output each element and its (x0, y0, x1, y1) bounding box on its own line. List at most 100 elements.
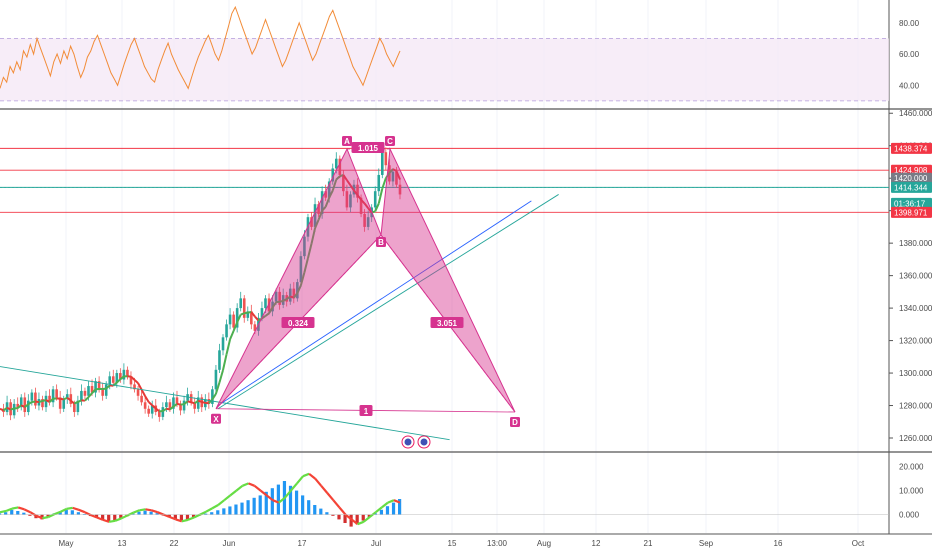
candle-body (140, 396, 143, 402)
rsi-tick-label: 40.00 (899, 81, 920, 90)
candle-body (34, 393, 37, 406)
trend-ma-segment (188, 401, 192, 402)
trend-ma-segment (244, 313, 248, 314)
event-icon-core (421, 439, 428, 446)
price-level-tag-label: 1438.374 (894, 144, 928, 153)
trend-ma-segment (198, 401, 202, 402)
trend-ma-segment (166, 409, 170, 410)
oscillator-wave-segment (0, 511, 6, 512)
trend-ma-segment (42, 400, 46, 401)
candle-body (239, 298, 242, 308)
candle-body (264, 298, 267, 308)
histogram-bar (259, 495, 262, 514)
x-tick-label: Jun (223, 539, 236, 548)
price-tick-label: 1460.000 (899, 109, 932, 118)
x-tick-label: 13 (118, 539, 127, 548)
histogram-bar (150, 512, 153, 515)
x-tick-label: 22 (170, 539, 179, 548)
histogram-bar (77, 512, 80, 514)
x-tick-label: May (58, 539, 73, 548)
candle-body (222, 337, 225, 350)
histogram-bar (137, 512, 140, 515)
trend-ma-segment (11, 408, 15, 409)
histogram-bar (277, 485, 280, 515)
rsi-band (0, 38, 889, 101)
candle-body (232, 315, 235, 328)
candle-body (137, 389, 140, 395)
histogram-bar (313, 505, 316, 515)
price-tick-label: 1340.000 (899, 304, 932, 313)
trend-ma-segment (60, 399, 64, 400)
x-tick-label: 15 (448, 539, 457, 548)
harmonic-point-label: D (512, 418, 518, 427)
price-level-tag-label: 1414.344 (894, 183, 928, 192)
harmonic-ratio-label: 3.051 (437, 319, 458, 328)
harmonic-ratio-label: 1 (364, 407, 369, 416)
candle-body (112, 376, 115, 382)
x-tick-label: Jul (371, 539, 381, 548)
histogram-bar (386, 506, 389, 514)
x-tick-label: Aug (537, 539, 551, 548)
x-tick-label: 16 (774, 539, 783, 548)
candle-body (218, 350, 221, 369)
x-tick-label: Sep (699, 539, 714, 548)
candle-body (87, 386, 90, 396)
trend-ma-segment (39, 401, 43, 402)
candle-body (385, 152, 388, 165)
oscillator-wave-segment (182, 520, 188, 521)
histogram-bar (253, 498, 256, 515)
candle-body (84, 391, 87, 396)
candle-body (73, 404, 76, 412)
candle-body (108, 376, 111, 384)
candle-body (243, 298, 246, 317)
price-tick-label: 1260.000 (899, 434, 932, 443)
harmonic-point-label: B (378, 238, 384, 247)
candle-body (105, 384, 108, 395)
candle-body (183, 401, 186, 411)
histogram-bar (380, 510, 383, 515)
oscillator-wave-segment (42, 517, 48, 518)
harmonic-point-label: X (213, 415, 219, 424)
histogram-bar (295, 491, 298, 515)
x-tick-label: 17 (298, 539, 307, 548)
histogram-bar (234, 505, 237, 515)
histogram-bar (228, 506, 231, 514)
price-tick-label: 1300.000 (899, 369, 932, 378)
trend-ma-segment (177, 404, 181, 405)
candle-body (176, 397, 179, 403)
candle-body (158, 412, 161, 417)
price-level-tag-label: 1420.000 (894, 174, 928, 183)
candle-body (80, 391, 83, 401)
price-tick-label: 1280.000 (899, 402, 932, 411)
x-tick-label: 21 (644, 539, 653, 548)
histogram-bar (16, 511, 19, 515)
harmonic-ratio-label: 1.015 (358, 144, 379, 153)
histogram-bar (143, 511, 146, 515)
candle-body (377, 175, 380, 191)
candle-body (147, 409, 150, 414)
candle-body (101, 389, 104, 395)
oscillator-wave-segment (12, 507, 18, 508)
candle-body (381, 152, 384, 175)
histogram-bar (216, 510, 219, 514)
event-icon-core (405, 439, 412, 446)
candle-body (215, 370, 218, 389)
candle-body (62, 399, 65, 409)
histogram-bar (4, 512, 7, 514)
candle-body (55, 389, 58, 397)
oscillator-wave-segment (67, 508, 73, 509)
histogram-bar (246, 500, 249, 514)
harmonic-ratio-label: 0.324 (288, 319, 309, 328)
histogram-bar (210, 512, 213, 514)
candle-body (165, 402, 168, 407)
osc-tick-label: 20.000 (899, 463, 924, 472)
candle-body (225, 324, 228, 337)
trend-ma-segment (202, 402, 206, 403)
candle-body (335, 159, 338, 169)
candle-body (27, 401, 30, 412)
rsi-tick-label: 80.00 (899, 19, 920, 28)
histogram-bar (319, 509, 322, 515)
histogram-bar (337, 515, 340, 520)
